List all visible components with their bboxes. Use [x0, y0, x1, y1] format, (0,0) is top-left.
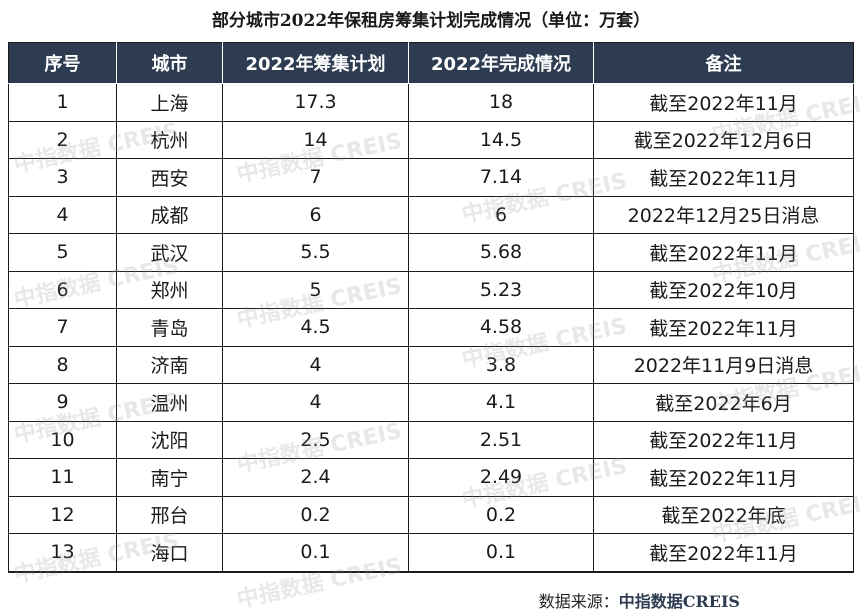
- cell-completed: 18: [408, 83, 594, 122]
- cell-city: 西安: [116, 158, 223, 197]
- cell-completed: 5.23: [408, 270, 594, 309]
- cell-city: 温州: [116, 383, 223, 422]
- cell-note: 2022年11月9日消息: [593, 345, 854, 384]
- cell-index: 8: [8, 345, 117, 384]
- cell-index: 7: [8, 308, 117, 347]
- cell-plan: 0.2: [222, 495, 409, 534]
- table-row: 2 杭州 14 14.5 截至2022年12月6日: [8, 120, 854, 159]
- cell-city: 海口: [116, 533, 223, 573]
- cell-note: 截至2022年底: [593, 495, 854, 534]
- cell-note: 截至2022年11月: [593, 308, 854, 347]
- cell-completed: 7.14: [408, 158, 594, 197]
- table-row: 11 南宁 2.4 2.49 截至2022年11月: [8, 458, 854, 497]
- cell-city: 南宁: [116, 458, 223, 497]
- cell-plan: 17.3: [222, 83, 409, 122]
- cell-note: 截至2022年12月6日: [593, 120, 854, 159]
- cell-plan: 2.4: [222, 458, 409, 497]
- cell-index: 6: [8, 270, 117, 309]
- cell-plan: 5: [222, 270, 409, 309]
- table-row: 1 上海 17.3 18 截至2022年11月: [8, 83, 854, 122]
- cell-city: 成都: [116, 195, 223, 234]
- cell-city: 沈阳: [116, 420, 223, 459]
- cell-index: 12: [8, 495, 117, 534]
- cell-completed: 4.58: [408, 308, 594, 347]
- cell-city: 杭州: [116, 120, 223, 159]
- cell-index: 3: [8, 158, 117, 197]
- table-header-row: 序号 城市 2022年筹集计划 2022年完成情况 备注: [8, 42, 854, 84]
- cell-note: 截至2022年11月: [593, 533, 854, 573]
- cell-plan: 5.5: [222, 233, 409, 272]
- cell-note: 截至2022年6月: [593, 383, 854, 422]
- header-plan: 2022年筹集计划: [222, 42, 409, 84]
- cell-index: 5: [8, 233, 117, 272]
- table-row: 6 郑州 5 5.23 截至2022年10月: [8, 270, 854, 309]
- cell-plan: 4.5: [222, 308, 409, 347]
- source-brand: 中指数据CREIS: [618, 592, 740, 611]
- header-city: 城市: [116, 42, 223, 84]
- table-row: 4 成都 6 6 2022年12月25日消息: [8, 195, 854, 234]
- cell-completed: 2.51: [408, 420, 594, 459]
- header-index: 序号: [8, 42, 117, 84]
- cell-index: 2: [8, 120, 117, 159]
- cell-city: 邢台: [116, 495, 223, 534]
- source-note: 数据来源：中指数据CREIS: [539, 588, 740, 612]
- cell-index: 9: [8, 383, 117, 422]
- source-label: 数据来源：: [538, 592, 619, 611]
- cell-completed: 6: [408, 195, 594, 234]
- cell-plan: 0.1: [222, 533, 409, 573]
- cell-index: 1: [8, 83, 117, 122]
- table-row: 8 济南 4 3.8 2022年11月9日消息: [8, 345, 854, 384]
- table-row: 12 邢台 0.2 0.2 截至2022年底: [8, 495, 854, 534]
- cell-completed: 14.5: [408, 120, 594, 159]
- cell-plan: 14: [222, 120, 409, 159]
- cell-completed: 3.8: [408, 345, 594, 384]
- cell-note: 2022年12月25日消息: [593, 195, 854, 234]
- table-title: 部分城市2022年保租房筹集计划完成情况（单位：万套）: [211, 11, 651, 31]
- table-row: 9 温州 4 4.1 截至2022年6月: [8, 383, 854, 422]
- cell-index: 10: [8, 420, 117, 459]
- cell-completed: 4.1: [408, 383, 594, 422]
- table-row: 10 沈阳 2.5 2.51 截至2022年11月: [8, 420, 854, 459]
- cell-note: 截至2022年11月: [593, 233, 854, 272]
- table-row: 3 西安 7 7.14 截至2022年11月: [8, 158, 854, 197]
- cell-completed: 0.2: [408, 495, 594, 534]
- cell-plan: 4: [222, 383, 409, 422]
- cell-note: 截至2022年11月: [593, 158, 854, 197]
- cell-completed: 5.68: [408, 233, 594, 272]
- table-row: 7 青岛 4.5 4.58 截至2022年11月: [8, 308, 854, 347]
- cell-note: 截至2022年10月: [593, 270, 854, 309]
- cell-city: 武汉: [116, 233, 223, 272]
- cell-city: 上海: [116, 83, 223, 122]
- table-row: 13 海口 0.1 0.1 截至2022年11月: [8, 533, 854, 573]
- cell-index: 11: [8, 458, 117, 497]
- cell-city: 济南: [116, 345, 223, 384]
- cell-plan: 2.5: [222, 420, 409, 459]
- cell-index: 4: [8, 195, 117, 234]
- cell-completed: 0.1: [408, 533, 594, 573]
- table-row: 5 武汉 5.5 5.68 截至2022年11月: [8, 233, 854, 272]
- cell-index: 13: [8, 533, 117, 573]
- header-completed: 2022年完成情况: [408, 42, 594, 84]
- cell-city: 郑州: [116, 270, 223, 309]
- cell-plan: 4: [222, 345, 409, 384]
- cell-plan: 6: [222, 195, 409, 234]
- cell-city: 青岛: [116, 308, 223, 347]
- cell-note: 截至2022年11月: [593, 83, 854, 122]
- cell-plan: 7: [222, 158, 409, 197]
- header-note: 备注: [593, 42, 854, 84]
- cell-completed: 2.49: [408, 458, 594, 497]
- cell-note: 截至2022年11月: [593, 420, 854, 459]
- cell-note: 截至2022年11月: [593, 458, 854, 497]
- data-table: 序号 城市 2022年筹集计划 2022年完成情况 备注 1 上海 17.3 18 截至…: [8, 42, 854, 573]
